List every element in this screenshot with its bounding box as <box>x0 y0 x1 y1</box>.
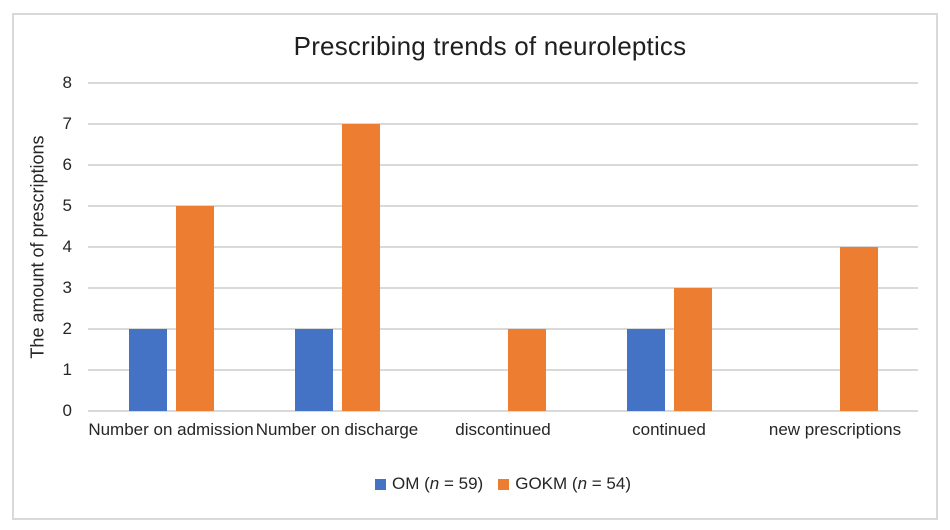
chart-figure: Prescribing trends of neuroleptics The a… <box>12 13 938 520</box>
x-category-label: discontinued <box>455 420 551 439</box>
legend-swatch-icon <box>375 478 387 490</box>
legend-label: GOKM (n = 54) <box>515 474 631 493</box>
y-tick-label: 5 <box>62 196 72 215</box>
plot-area <box>88 82 918 412</box>
bar-value <box>673 288 712 411</box>
bar-group <box>88 83 254 411</box>
gridline <box>88 328 918 330</box>
bar-value <box>294 329 333 411</box>
bar-value <box>128 329 167 411</box>
x-category-label: new prescriptions <box>768 420 902 439</box>
legend-label: OM (n = 59) <box>392 474 484 493</box>
gridline <box>88 82 918 84</box>
bar-value <box>507 329 546 411</box>
bar-value <box>175 206 214 411</box>
bar-value <box>626 329 665 411</box>
bar-value <box>839 247 878 411</box>
bar-value <box>341 124 380 411</box>
gridline <box>88 164 918 166</box>
chart-title: Prescribing trends of neuroleptics <box>293 31 687 61</box>
y-tick-label: 6 <box>62 155 72 174</box>
gridline <box>88 410 918 412</box>
y-tick-label: 3 <box>62 278 72 297</box>
y-tick-label: 7 <box>62 114 72 133</box>
legend-swatch-icon <box>498 478 510 490</box>
gridline <box>88 287 918 289</box>
bar-group <box>254 83 420 411</box>
gridline <box>88 123 918 125</box>
legend-item: OM (n = 59) <box>375 474 483 494</box>
x-category-label: continued <box>632 420 706 439</box>
x-category-label: Number on discharge <box>255 420 419 439</box>
y-tick-label: 4 <box>62 237 72 256</box>
y-tick-label: 8 <box>62 73 72 92</box>
x-category-label: Number on admission <box>88 420 254 439</box>
bar-group <box>420 83 586 411</box>
y-tick-label: 0 <box>62 401 72 420</box>
gridline <box>88 246 918 248</box>
gridline <box>88 369 918 371</box>
y-tick-label: 2 <box>62 319 72 338</box>
y-tick-label: 1 <box>62 360 72 379</box>
gridline <box>88 205 918 207</box>
legend-item: GOKM (n = 54) <box>498 474 631 494</box>
bar-group <box>752 83 918 411</box>
bar-group <box>586 83 752 411</box>
legend: OM (n = 59) GOKM (n = 54) <box>88 474 918 494</box>
